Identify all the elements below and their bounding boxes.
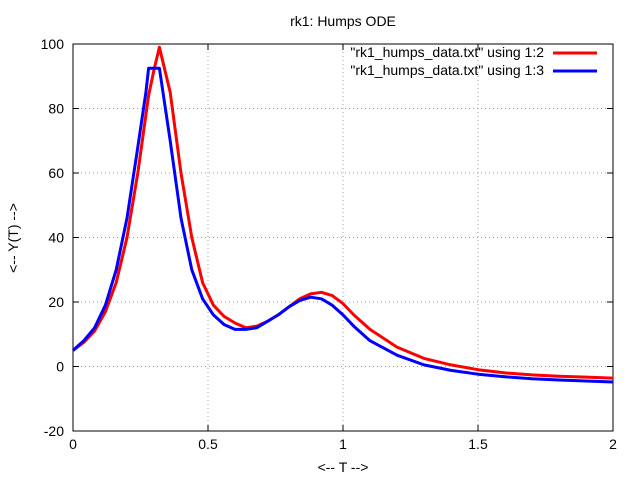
y-axis-label: <-- Y(T) --> <box>5 203 21 273</box>
x-tick-label: 2 <box>609 436 617 452</box>
axis-ticks: 0 0.5 1 1.5 2 -20 0 20 40 60 80 100 <box>41 36 617 452</box>
x-tick-label: 0.5 <box>198 436 218 452</box>
x-tick-label: 1.5 <box>468 436 488 452</box>
series-lines <box>71 45 614 384</box>
legend: "rk1_humps_data.txt" using 1:2 "rk1_hump… <box>350 44 597 78</box>
legend-label-series-2: "rk1_humps_data.txt" using 1:3 <box>350 62 544 78</box>
x-tick-label: 0 <box>69 436 77 452</box>
y-tick-label: 100 <box>41 36 65 52</box>
x-axis-label: <-- T --> <box>318 459 369 475</box>
y-tick-label: 20 <box>48 294 64 310</box>
y-tick-label: 60 <box>48 165 64 181</box>
y-tick-label: -20 <box>44 423 64 439</box>
series-line-2 <box>71 66 614 384</box>
y-tick-label: 40 <box>48 230 64 246</box>
y-tick-label: 0 <box>56 359 64 375</box>
y-tick-label: 80 <box>48 101 64 117</box>
chart-title: rk1: Humps ODE <box>290 13 396 29</box>
legend-label-series-1: "rk1_humps_data.txt" using 1:2 <box>350 44 544 60</box>
x-tick-label: 1 <box>339 436 347 452</box>
grid <box>73 44 613 431</box>
